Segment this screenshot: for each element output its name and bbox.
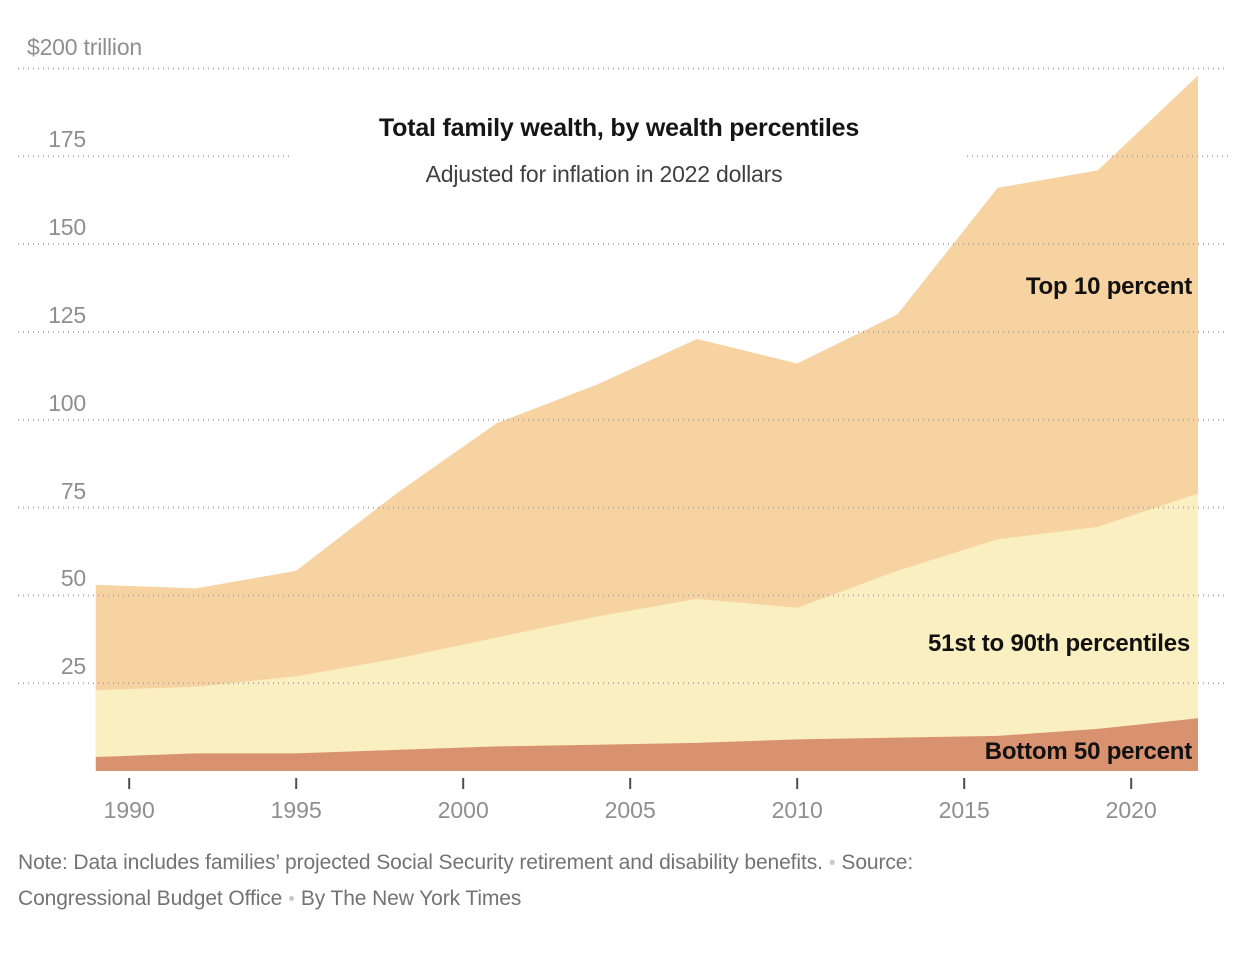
y-axis-top-label: $200 trillion <box>27 34 143 60</box>
note-text: Note: Data includes families’ projected … <box>18 851 823 874</box>
y-axis-label-100: 100 <box>48 389 86 416</box>
x-axis-label-2005: 2005 <box>604 797 656 823</box>
x-axis-label-1995: 1995 <box>270 797 322 823</box>
chart-note-line2: Congressional Budget Office • By The New Y… <box>18 887 521 911</box>
y-axis-label-150: 150 <box>48 214 86 241</box>
y-axis-label-125: 125 <box>48 301 86 328</box>
y-axis-label-175: 175 <box>48 126 86 153</box>
note-source-prefix: Source: <box>841 851 914 874</box>
middle40-area <box>95 493 1198 771</box>
chart-note-line1: Note: Data includes families’ projected … <box>18 851 913 875</box>
note-bullet-2: • <box>288 889 295 910</box>
note-bullet-1: • <box>828 853 836 874</box>
y-axis-label-75: 75 <box>60 477 86 504</box>
x-axis-label-2000: 2000 <box>437 797 489 823</box>
x-axis-label-2010: 2010 <box>771 797 823 823</box>
note-source: Congressional Budget Office <box>18 887 283 910</box>
y-axis-label-25: 25 <box>60 653 86 680</box>
bottom50-area <box>95 718 1198 771</box>
x-axis-label-2015: 2015 <box>938 797 990 823</box>
x-axis-label-2020: 2020 <box>1105 797 1157 823</box>
y-axis-label-50: 50 <box>60 565 86 592</box>
area-label-bottom50: Bottom 50 percent <box>984 738 1193 765</box>
chart-subtitle: Adjusted for inflation in 2022 dollars <box>425 161 783 187</box>
chart-title: Total family wealth, by wealth percentil… <box>378 114 860 142</box>
note-byline: By The New York Times <box>300 887 522 910</box>
x-axis-label-1990: 1990 <box>103 797 155 823</box>
area-label-top10: Top 10 percent <box>1025 273 1192 300</box>
area-label-middle40: 51st to 90th percentiles <box>928 630 1190 657</box>
